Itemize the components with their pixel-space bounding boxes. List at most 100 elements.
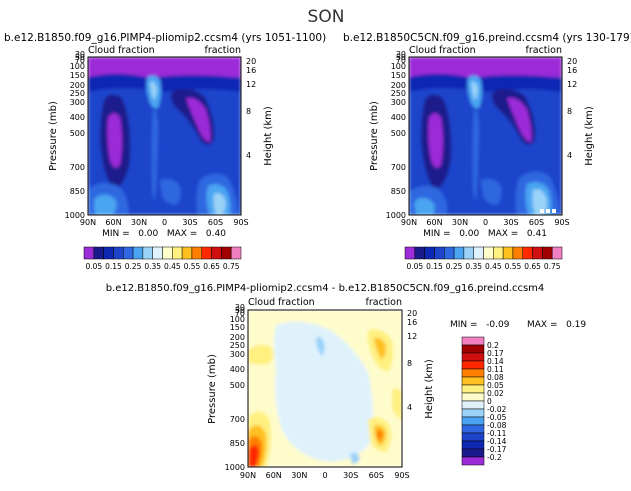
colorbar-swatch [463,246,474,260]
ytick-label: 500 [391,129,406,138]
colorbar-swatch [461,384,485,394]
colorbar-swatch [483,246,494,260]
colorbar-swatch [502,246,514,260]
ytick-label: 70 [75,56,85,65]
colorbar-swatch [461,432,485,442]
xtick-label: 30N [131,218,147,227]
colorbar-swatch [461,416,485,426]
colorbar-label: 0.05 [487,381,504,390]
colorbar-label: 0.2 [487,341,499,350]
ytick-label: 300 [230,350,245,359]
ytick-label: 200 [70,81,85,90]
xtick-label: 90N [80,218,96,227]
colorbar-label: 0.25 [125,262,142,271]
panel-3-y2label: Height (km) [424,359,435,419]
colorbar-label: 0.45 [164,262,181,271]
ytick-label: 200 [230,333,245,342]
colorbar-swatch [461,360,485,370]
colorbar-swatch [461,392,485,402]
xtick-label: 90S [233,218,248,227]
panel-1-title: b.e12.B1850.f09_g16.PIMP4-pliomip2.ccsm4… [4,32,326,44]
colorbar-swatch [113,246,124,260]
colorbar-swatch [461,336,485,346]
ytick-label: 30 [75,50,85,59]
xtick-label: 90N [240,471,256,480]
colorbar-label: -0.02 [487,405,507,414]
panel-2-ylabel: Pressure (mb) [369,101,380,171]
ytick-label: 500 [230,381,245,390]
ytick-label: 200 [391,81,406,90]
colorbar-swatch [444,246,455,260]
xtick-label: 90S [394,471,409,480]
ytick-label: 250 [230,341,245,350]
colorbar-label: 0.05 [85,262,102,271]
colorbar-label: 0.15 [426,262,443,271]
ytick-label: 1000 [386,211,406,220]
colorbar-swatch [461,448,485,458]
panel-1-field [88,57,241,215]
colorbar-swatch [152,246,163,260]
ytick-label: 400 [391,113,406,122]
colorbar-swatch [461,400,485,410]
panel-2-left-label: Cloud fraction [409,45,476,56]
colorbar-label: 0.05 [406,262,423,271]
colorbar-right: 0.05 0.15 0.25 0.35 0.45 0.55 0.65 0.75 [404,246,563,271]
ytick-label: 70 [235,309,245,318]
colorbar-swatch [93,246,104,260]
panel-2-title: b.e12.B1850C5CN.f09_g16.preind.ccsm4 (yr… [343,32,631,44]
colorbar-swatch [132,246,144,260]
colorbar-swatch [162,246,173,260]
xtick-label: 60S [208,218,223,227]
y2tick-label: 8 [407,359,412,368]
colorbar-swatch [461,344,485,354]
colorbar-label: 0.02 [487,389,504,398]
colorbar-swatch [221,246,232,260]
colorbar-swatch [83,246,95,260]
y2tick-label: 4 [567,151,572,160]
panel-2-xticks: 90N 60N 30N 0 30S 60S 90S [401,218,570,227]
colorbar-label: 0.75 [544,262,561,271]
panel-3-yticks: 1000 850 700 500 400 300 250 200 150 100… [225,303,245,472]
colorbar-label: 0.08 [487,373,504,382]
colorbar-swatch [522,246,533,260]
y2tick-label: 4 [246,151,251,160]
colorbar-label: 0.35 [144,262,161,271]
panel-1-xticks: 90N 60N 30N 0 30S 60S 90S [80,218,249,227]
colorbar-label: 0.25 [446,262,463,271]
ytick-label: 30 [396,50,406,59]
panel-1-ylabel: Pressure (mb) [48,101,59,171]
panel-2-y2ticks: 4 8 12 16 20 [567,57,577,160]
colorbar-label: 0.17 [487,349,504,358]
colorbar-swatch [201,246,212,260]
colorbar-swatch [142,246,153,260]
colorbar-label: 0.45 [485,262,502,271]
ytick-label: 850 [391,187,406,196]
panel-1-stats: MIN = 0.00 MAX = 0.40 [102,229,226,239]
colorbar-swatch [181,246,193,260]
colorbar-swatch [551,246,563,260]
xtick-label: 30N [452,218,468,227]
xtick-label: 30S [343,471,358,480]
ytick-label: 300 [70,98,85,107]
colorbar-label: -0.2 [487,453,502,462]
panel-1-y2ticks: 4 8 12 16 20 [246,57,256,160]
colorbar-swatch [172,246,183,260]
ytick-label: 250 [70,89,85,98]
ytick-label: 850 [230,439,245,448]
panel-2: b.e12.B1850C5CN.f09_g16.preind.ccsm4 (yr… [343,32,631,239]
y2tick-label: 16 [246,66,256,75]
y2tick-label: 12 [407,332,417,341]
y2tick-label: 4 [407,403,412,412]
colorbar-swatch [461,408,485,418]
panel-3-field [248,310,402,467]
ytick-label: 100 [230,315,245,324]
colorbar-label: 0.35 [465,262,482,271]
y2tick-label: 20 [246,57,256,66]
ytick-label: 50 [75,53,85,62]
colorbar-label: -0.17 [487,445,507,454]
xtick-label: 0 [322,471,327,480]
ytick-label: 70 [396,56,406,65]
panel-1-left-label: Cloud fraction [88,45,155,56]
colorbar-label: -0.08 [487,421,507,430]
ytick-label: 100 [70,62,85,71]
